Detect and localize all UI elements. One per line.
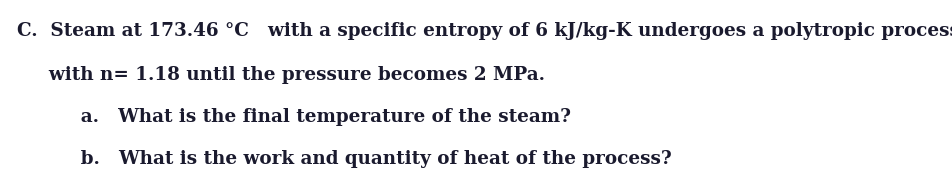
Text: b.   What is the work and quantity of heat of the process?: b. What is the work and quantity of heat… xyxy=(17,150,671,168)
Text: a.   What is the final temperature of the steam?: a. What is the final temperature of the … xyxy=(17,108,570,126)
Text: C.  Steam at 173.46 °C   with a specific entropy of 6 kJ/kg-K undergoes a polytr: C. Steam at 173.46 °C with a specific en… xyxy=(17,22,952,40)
Text: with n= 1.18 until the pressure becomes 2 MPa.: with n= 1.18 until the pressure becomes … xyxy=(17,66,545,84)
